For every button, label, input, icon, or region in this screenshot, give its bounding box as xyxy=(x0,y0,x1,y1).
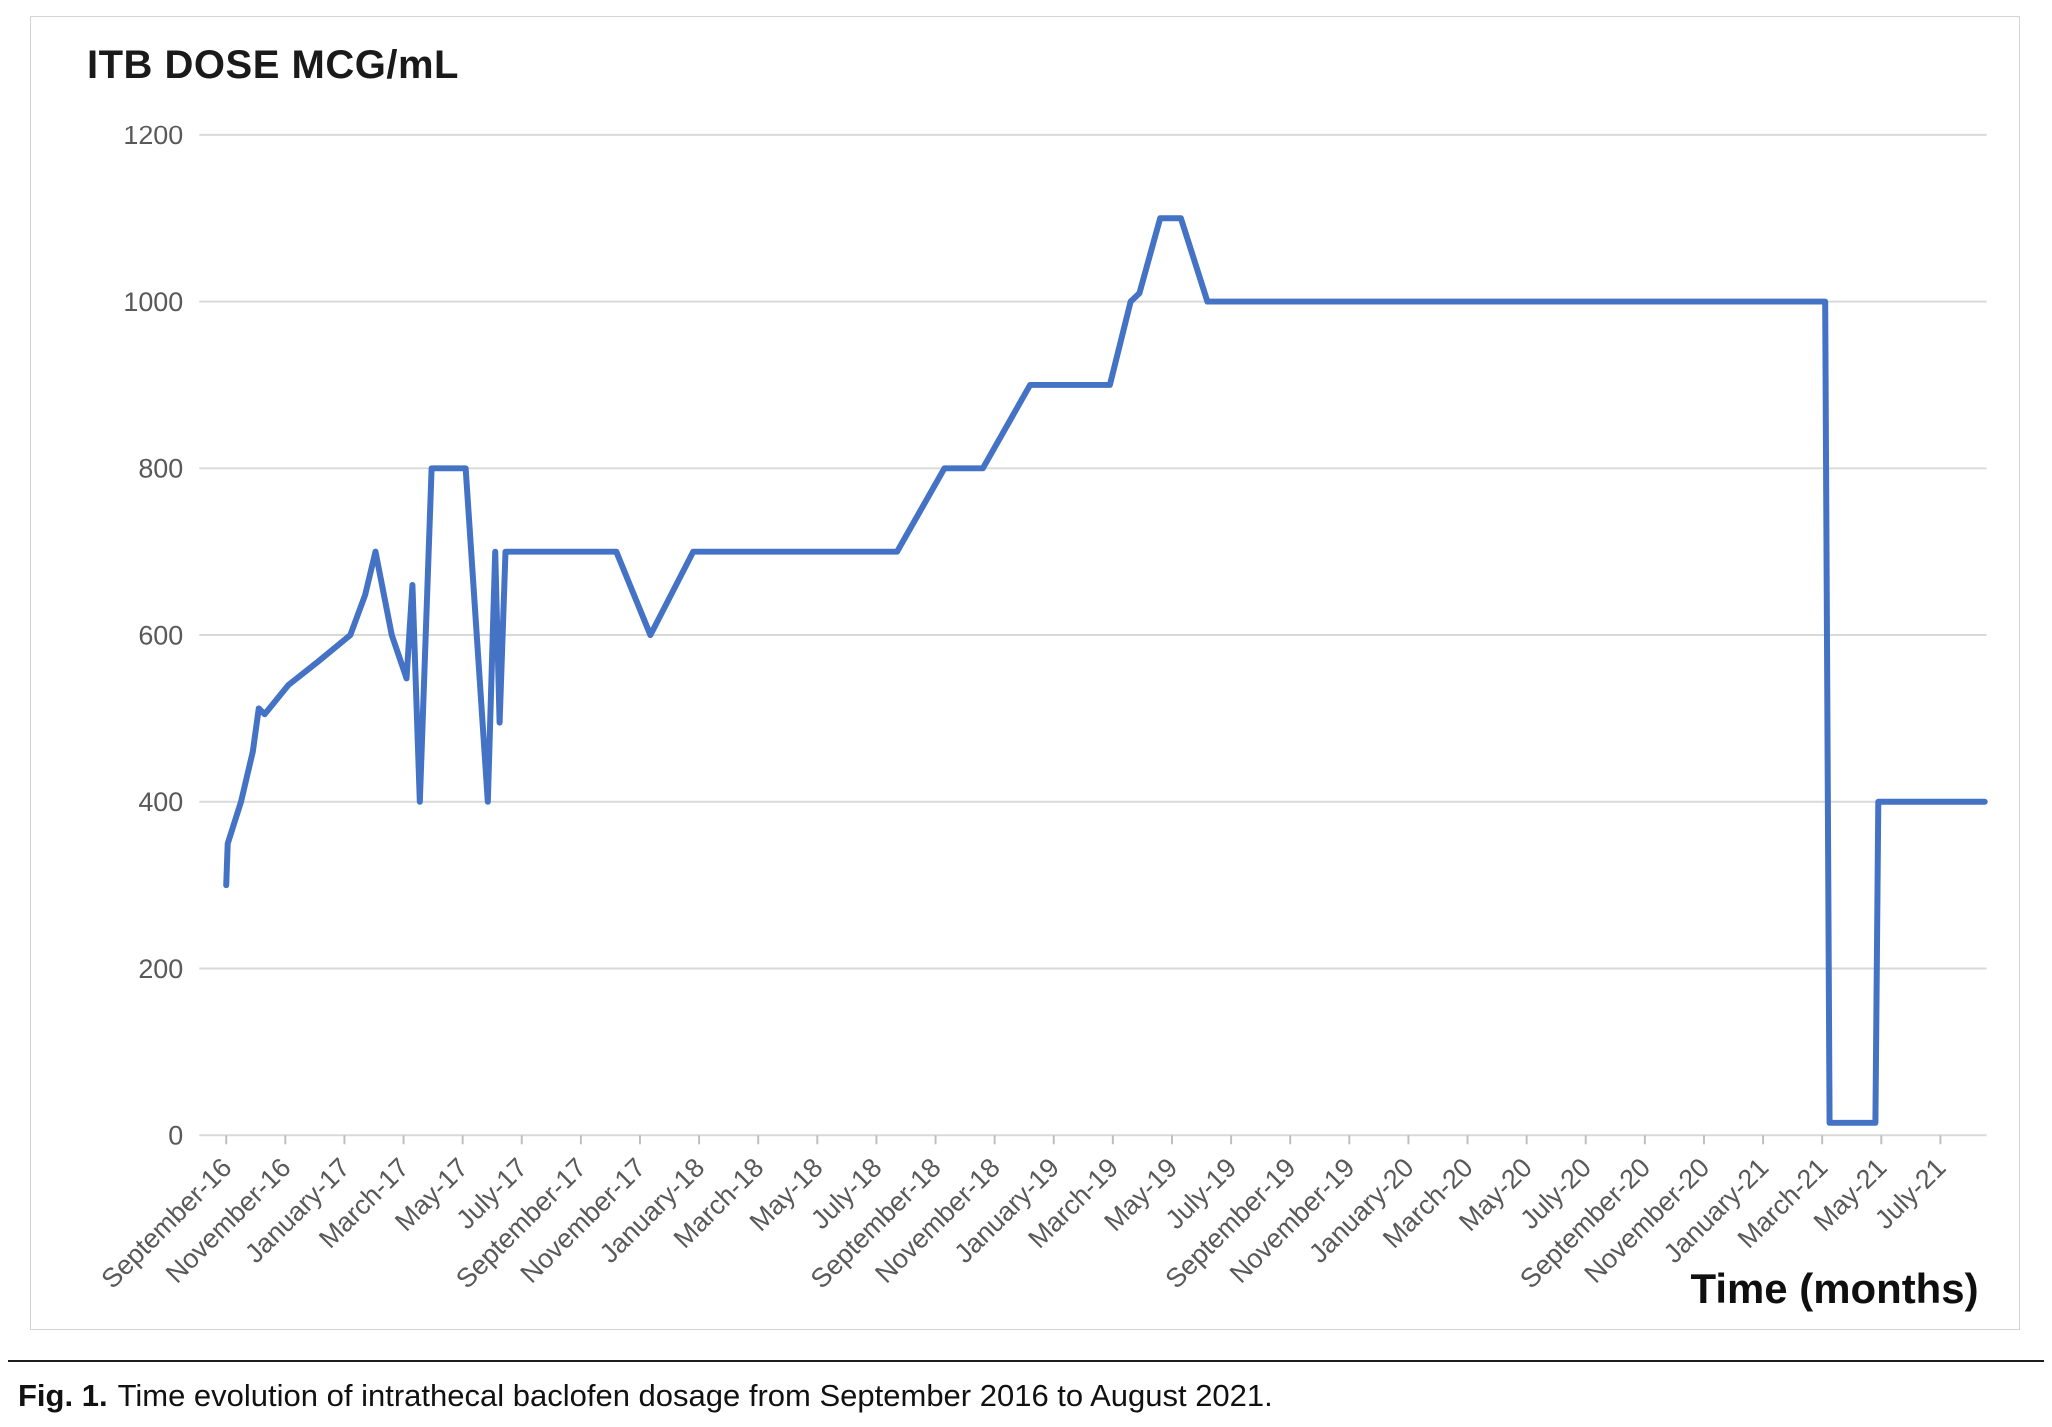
dose-line-chart: 0 200 400 600 800 1000 1200 September-16Novembe… xyxy=(96,120,1988,1312)
x-axis-labels: September-16November-16January-17March-1… xyxy=(96,1135,1952,1294)
x-axis-title: Time (months) xyxy=(1691,1265,1979,1312)
caption-divider xyxy=(8,1360,2044,1362)
figure-label: Fig. 1. xyxy=(18,1378,108,1413)
y-tick-label: 1000 xyxy=(123,287,183,317)
y-tick-label: 200 xyxy=(138,954,183,984)
y-tick-label: 600 xyxy=(138,620,183,650)
figure-box: ITB DOSE MCG/mL 0 200 400 600 800 1000 1200 Sep… xyxy=(30,16,2020,1330)
y-axis-labels: 0 200 400 600 800 1000 1200 xyxy=(123,120,183,1150)
chart-title: ITB DOSE MCG/mL xyxy=(87,43,459,87)
figure-caption-text: Time evolution of intrathecal baclofen d… xyxy=(117,1378,1273,1413)
figure-caption: Fig. 1. Time evolution of intrathecal bac… xyxy=(18,1378,1273,1414)
y-tick-label: 0 xyxy=(168,1121,183,1151)
y-tick-label: 400 xyxy=(138,787,183,817)
dose-line-series xyxy=(223,215,1988,1126)
y-tick-label: 800 xyxy=(138,454,183,484)
y-tick-label: 1200 xyxy=(123,120,183,150)
y-gridlines xyxy=(199,133,1987,1137)
